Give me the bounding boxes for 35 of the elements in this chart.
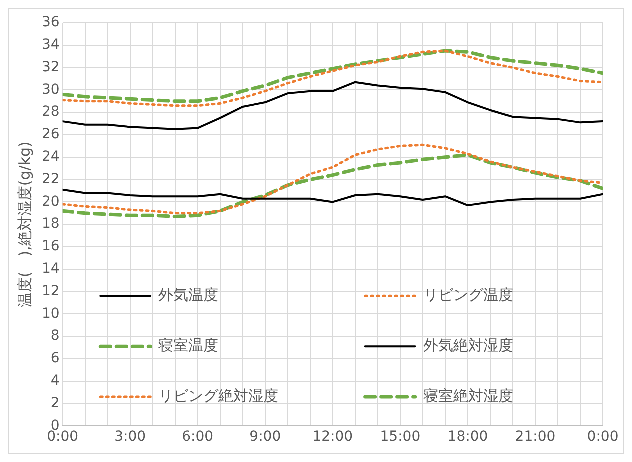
- legend-label: リビング温度: [423, 286, 514, 304]
- y-tick-label: 32: [42, 59, 60, 76]
- x-tick-label: 3:00: [114, 429, 146, 446]
- y-tick-label: 16: [42, 238, 60, 255]
- y-tick-label: 2: [50, 395, 60, 412]
- legend-label: 寝室温度: [158, 336, 219, 354]
- y-tick-label: 10: [42, 306, 60, 322]
- y-tick-label: 20: [42, 194, 60, 210]
- y-tick-label: 14: [42, 261, 60, 278]
- y-tick-label: 24: [42, 149, 60, 166]
- legend-label: 外気絶対湿度: [423, 336, 514, 354]
- y-tick-label: 26: [42, 126, 60, 143]
- y-tick-label: 18: [42, 216, 60, 232]
- x-tick-label: 15:00: [380, 429, 421, 446]
- y-tick-label: 36: [42, 14, 60, 31]
- y-tick-label: 30: [42, 82, 60, 98]
- y-tick-label: 28: [42, 104, 60, 120]
- y-tick-label: 34: [42, 37, 60, 54]
- y-tick-label: 4: [50, 373, 60, 390]
- legend-label: 外気温度: [158, 286, 219, 304]
- legend-label: 寝室絶対湿度: [423, 386, 514, 405]
- y-axis-title: 温度( ),絶対湿度(g/kg): [16, 142, 34, 308]
- legend-label: リビング絶対湿度: [158, 386, 279, 405]
- x-tick-label: 0:00: [587, 429, 619, 446]
- y-tick-label: 12: [42, 283, 60, 300]
- x-tick-label: 9:00: [250, 429, 282, 446]
- x-tick-label: 21:00: [515, 429, 556, 446]
- x-tick-label: 18:00: [448, 429, 488, 446]
- x-tick-label: 12:00: [312, 429, 354, 446]
- x-tick-label: 6:00: [182, 429, 214, 446]
- y-tick-label: 22: [42, 171, 60, 188]
- line-series: [62, 144, 603, 215]
- y-tick-label: 6: [50, 350, 60, 367]
- line-series: [62, 153, 603, 219]
- y-tick-label: 8: [50, 328, 60, 344]
